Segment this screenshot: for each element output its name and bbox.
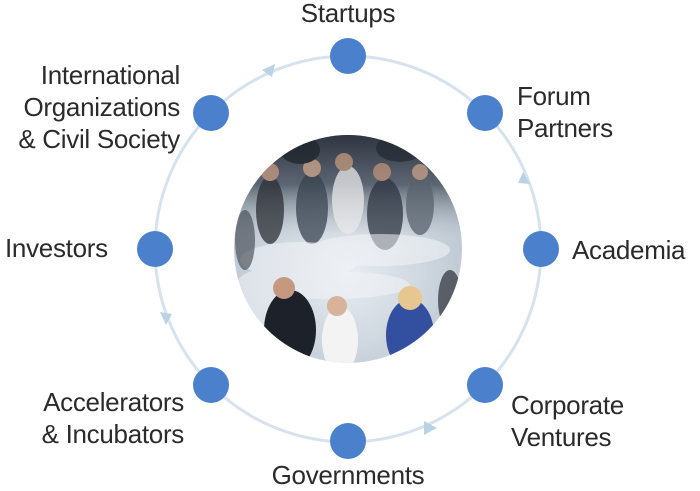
label-startups: Startups xyxy=(262,0,434,29)
node-international-organizations xyxy=(193,95,229,131)
cycle-nodes xyxy=(137,38,559,459)
label-line: Partners xyxy=(517,113,613,143)
label-line: & Incubators xyxy=(41,419,185,449)
node-governments xyxy=(330,423,366,459)
node-startups xyxy=(330,38,366,74)
label-investors: Investors xyxy=(5,232,108,264)
label-line: Ventures xyxy=(511,422,612,452)
label-line: & Civil Society xyxy=(18,124,180,154)
arrow-icon xyxy=(424,421,437,435)
node-forum-partners xyxy=(467,95,503,131)
label-forum-partners: Forum Partners xyxy=(517,80,613,144)
label-line: Academia xyxy=(572,235,686,265)
label-line: Organizations xyxy=(23,92,180,122)
node-investors xyxy=(137,231,173,267)
label-line: Corporate xyxy=(511,390,624,420)
label-corporate-ventures: Corporate Ventures xyxy=(511,389,624,453)
label-line: Investors xyxy=(5,233,108,263)
node-accelerators-incubators xyxy=(193,367,229,403)
node-corporate-ventures xyxy=(467,367,503,403)
label-line: International xyxy=(40,60,181,90)
arrow-icon xyxy=(160,312,172,325)
label-accelerators-incubators: Accelerators & Incubators xyxy=(0,386,185,450)
label-international-organizations: International Organizations & Civil Soci… xyxy=(0,59,180,155)
cycle-arrows xyxy=(160,64,530,435)
label-line: Forum xyxy=(517,81,591,111)
node-academia xyxy=(523,231,559,267)
arrow-icon xyxy=(262,64,275,77)
label-line: Governments xyxy=(271,460,425,490)
label-governments: Governments xyxy=(238,459,458,491)
label-line: Startups xyxy=(300,0,396,28)
crowd-photo xyxy=(234,135,462,363)
label-academia: Academia xyxy=(572,234,686,266)
arrow-icon xyxy=(518,172,530,184)
label-line: Accelerators xyxy=(43,387,184,417)
